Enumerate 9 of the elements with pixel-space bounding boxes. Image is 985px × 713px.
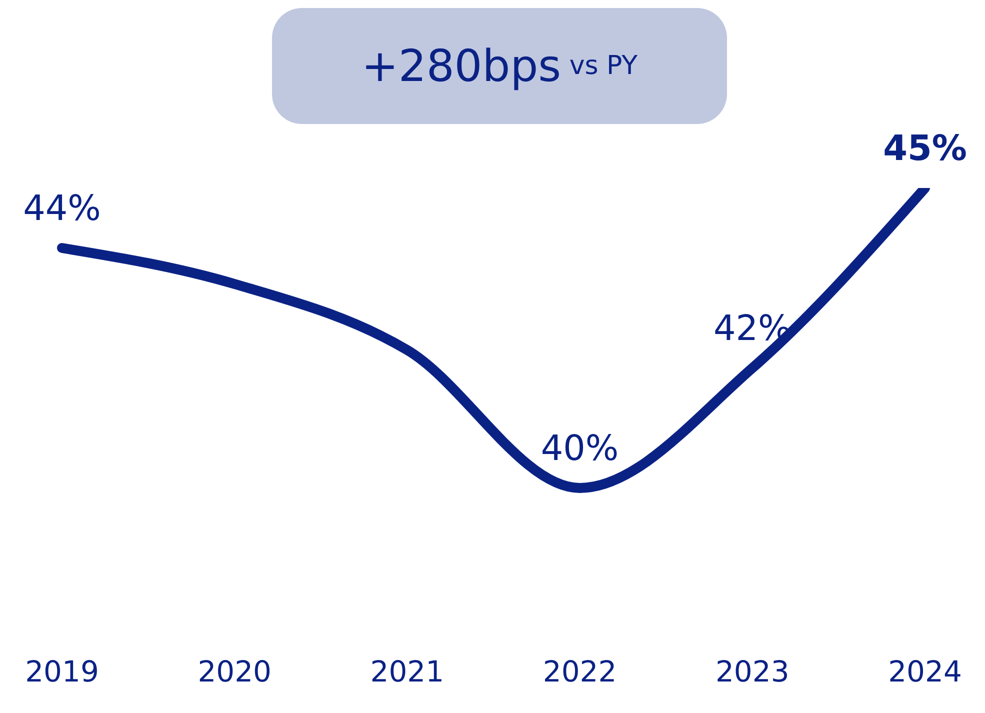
data-label: 45%	[883, 129, 967, 169]
data-label: 40%	[540, 429, 619, 469]
x-tick-label: 2019	[25, 654, 99, 689]
x-tick-label: 2022	[542, 654, 617, 689]
x-tick-label: 2021	[370, 654, 444, 689]
x-tick-label: 2020	[198, 654, 272, 689]
x-tick-label: 2024	[888, 654, 962, 689]
x-tick-label: 2023	[715, 654, 790, 689]
data-label: 44%	[23, 189, 101, 229]
